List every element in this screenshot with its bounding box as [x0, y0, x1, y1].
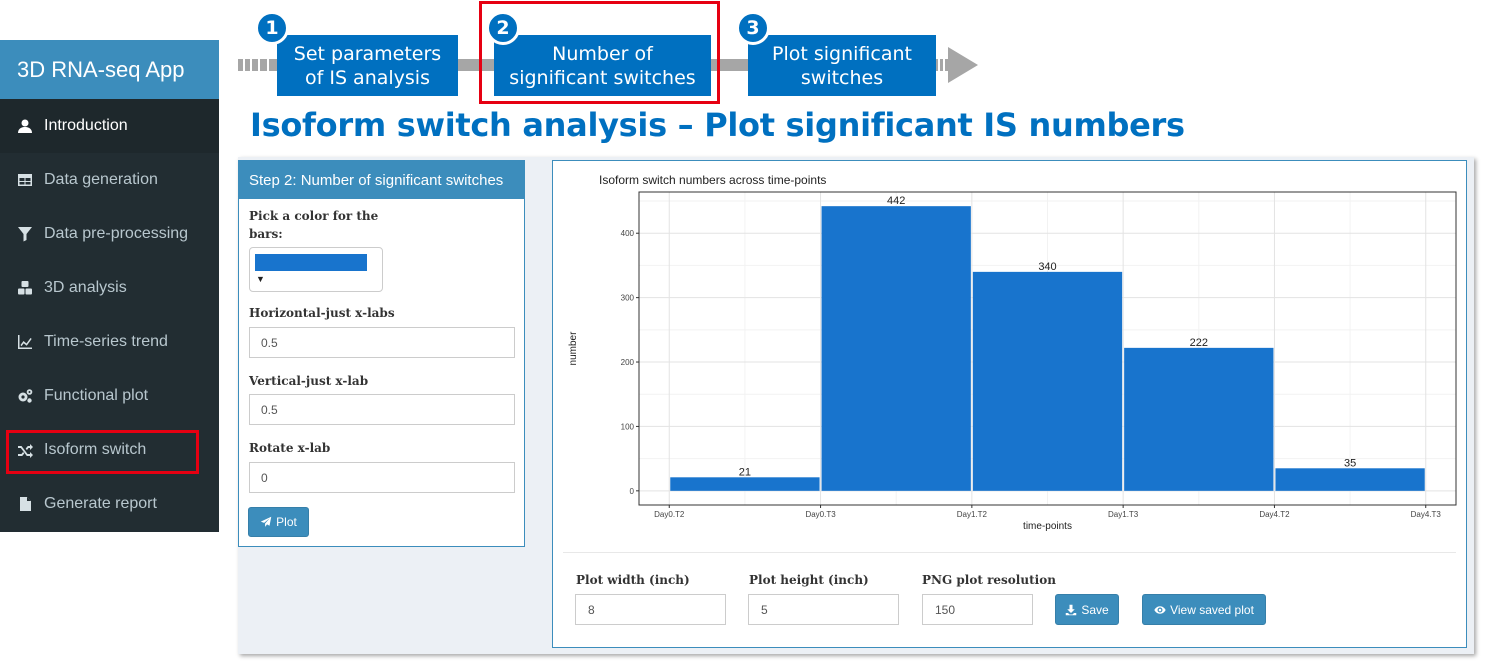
rotate-label: Rotate x-lab [249, 441, 331, 455]
x-tick-label: Day4.T3 [1411, 510, 1442, 519]
plot-width-input[interactable]: 8 [575, 594, 726, 625]
y-axis-label: number [568, 331, 579, 366]
sidebar-item-label: Generate report [44, 495, 157, 512]
sidebar-item-data-generation[interactable]: Data generation [0, 153, 219, 207]
x-tick-label: Day0.T2 [654, 510, 685, 519]
step-3-box: Plot significant switches [748, 35, 936, 96]
vjust-input[interactable]: 0.5 [249, 394, 515, 425]
sidebar-item-label: Functional plot [44, 387, 149, 404]
data-label: 21 [739, 466, 751, 478]
dropdown-caret-icon: ▼ [256, 274, 265, 284]
plot-panel: 21 442 340 222 35 0 100 200 300 400 Day0.T2 Day0.T3… [552, 160, 1467, 648]
divider [563, 552, 1456, 553]
data-label: 340 [1038, 261, 1056, 273]
step-2-line1: Number of [552, 42, 653, 65]
step-3-number: 3 [736, 11, 770, 45]
sidebar-item-introduction[interactable]: Introduction [0, 99, 219, 153]
save-button-label: Save [1081, 602, 1109, 617]
x-tick-label: Day4.T2 [1259, 510, 1290, 519]
gears-icon [16, 387, 34, 405]
plot-height-label: Plot height (inch) [749, 573, 869, 587]
sidebar-item-label: Time-series trend [44, 333, 168, 350]
page-title: Isoform switch analysis – Plot significa… [250, 106, 1185, 144]
color-label: Pick a color for the bars: [249, 207, 378, 243]
hjust-label: Horizontal-just x-labs [249, 306, 395, 320]
step-1-number: 1 [255, 11, 289, 45]
isoform-switch-highlight [6, 430, 199, 474]
step-2-box: Number of significant switches [494, 35, 711, 96]
data-label: 35 [1344, 457, 1356, 469]
sidebar-item-label: 3D analysis [44, 279, 127, 296]
app-title: 3D RNA-seq App [0, 40, 219, 99]
x-tick-label: Day0.T3 [805, 510, 836, 519]
table-icon [16, 171, 34, 189]
data-label: 222 [1190, 337, 1208, 349]
file-icon [16, 495, 34, 513]
color-label-line2: bars: [249, 227, 283, 241]
y-tick-label: 400 [621, 229, 635, 238]
sidebar-item-generate-report[interactable]: Generate report [0, 477, 219, 531]
sidebar: 3D RNA-seq App Introduction Data generat… [0, 40, 219, 532]
bar [670, 477, 820, 491]
step-panel-title: Step 2: Number of significant switches [239, 161, 524, 199]
sidebar-item-data-pre-processing[interactable]: Data pre-processing [0, 207, 219, 261]
color-label-line1: Pick a color for the [249, 209, 379, 223]
step-1-line1: Set parameters [293, 42, 442, 65]
y-tick-label: 200 [621, 358, 635, 367]
x-tick-label: Day1.T2 [957, 510, 988, 519]
plot-width-label: Plot width (inch) [576, 573, 690, 587]
x-axis-label: time-points [1023, 521, 1072, 532]
step-3-line1: Plot significant [772, 42, 912, 65]
sidebar-item-label: Introduction [44, 117, 128, 134]
plot-height-input[interactable]: 5 [748, 594, 899, 625]
sidebar-item-label: Data pre-processing [44, 225, 189, 242]
step-3-line2: switches [800, 66, 884, 89]
vjust-label: Vertical-just x-lab [249, 374, 369, 388]
view-saved-plot-button[interactable]: View saved plot [1142, 594, 1266, 625]
bar [972, 271, 1123, 491]
bar [1124, 347, 1274, 491]
chart-title: Isoform switch numbers across time-point… [599, 173, 826, 187]
rotate-input[interactable]: 0 [249, 462, 515, 493]
download-icon [1066, 604, 1077, 615]
user-icon [16, 117, 34, 135]
data-label: 442 [887, 195, 905, 207]
bar [821, 206, 971, 491]
step-1-line2: of IS analysis [305, 66, 430, 89]
color-swatch [255, 254, 367, 271]
random-icon [16, 441, 34, 459]
step-2-highlight [479, 1, 720, 104]
sidebar-item-label: Data generation [44, 171, 158, 188]
y-tick-label: 100 [621, 422, 635, 431]
sidebar-item-3d-analysis[interactable]: 3D analysis [0, 261, 219, 315]
step-panel: Step 2: Number of significant switches P… [238, 160, 525, 547]
sidebar-item-isoform-switch[interactable]: Isoform switch [0, 423, 219, 477]
bar [1275, 468, 1425, 491]
cubes-icon [16, 279, 34, 297]
png-resolution-input[interactable]: 150 [922, 594, 1033, 625]
paper-plane-icon [260, 516, 272, 527]
view-saved-plot-label: View saved plot [1170, 602, 1254, 617]
hjust-input[interactable]: 0.5 [249, 327, 515, 358]
png-resolution-label: PNG plot resolution [922, 573, 1056, 587]
x-tick-label: Day1.T3 [1108, 510, 1139, 519]
plot-button[interactable]: Plot [248, 507, 309, 537]
step-2-number: 2 [486, 11, 520, 45]
y-tick-label: 300 [621, 294, 635, 303]
plot-border [638, 191, 1457, 506]
filter-icon [16, 225, 34, 243]
workflow-arrow-head [948, 47, 978, 83]
bar-chart: 21 442 340 222 35 0 100 200 300 400 Day0.T2 Day0.T3… [568, 173, 1457, 532]
step-2-line2: significant switches [509, 66, 696, 89]
sidebar-item-functional-plot[interactable]: Functional plot [0, 369, 219, 423]
y-tick-label: 0 [630, 487, 635, 496]
step-1-box: Set parameters of IS analysis [277, 35, 458, 96]
eye-icon [1154, 605, 1166, 614]
save-button[interactable]: Save [1055, 594, 1119, 625]
line-chart-icon [16, 333, 34, 351]
plot-button-label: Plot [276, 515, 297, 529]
sidebar-item-label: Isoform switch [44, 441, 147, 458]
bar-color-picker[interactable]: ▼ [249, 247, 383, 292]
sidebar-item-time-series-trend[interactable]: Time-series trend [0, 315, 219, 369]
